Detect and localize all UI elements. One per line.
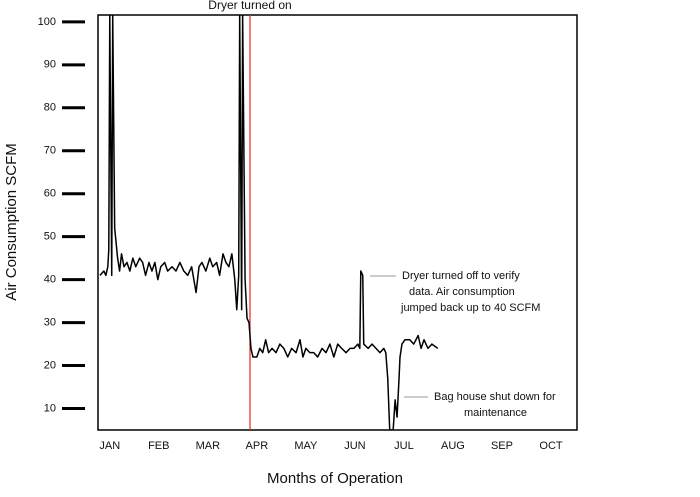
annotation-text: Bag house shut down for <box>434 391 556 403</box>
y-tick-label: 40 <box>44 274 56 286</box>
annotation-text: jumped back up to 40 SCFM <box>400 302 540 314</box>
plot-frame <box>97 14 578 431</box>
x-tick-label: JAN <box>99 440 120 452</box>
y-tick-label: 80 <box>44 102 56 114</box>
x-axis-label: Months of Operation <box>267 470 403 487</box>
event-label: Dryer turned on <box>208 0 291 12</box>
y-axis-label: Air Consumption SCFM <box>3 143 20 301</box>
x-tick-label: MAY <box>294 440 318 452</box>
y-tick-label: 70 <box>44 145 56 157</box>
y-tick-label: 20 <box>44 359 56 371</box>
annotation-text: data. Air consumption <box>409 286 515 298</box>
x-tick-label: OCT <box>539 440 563 452</box>
x-tick-label: MAR <box>196 440 221 452</box>
x-tick-label: JUN <box>344 440 365 452</box>
y-tick-label: 10 <box>44 402 56 414</box>
y-tick-label: 100 <box>38 16 56 28</box>
y-tick-label: 90 <box>44 59 56 71</box>
y-tick-label: 30 <box>44 317 56 329</box>
x-tick-label: JUL <box>394 440 414 452</box>
x-tick-label: FEB <box>148 440 169 452</box>
annotation-text: Dryer turned off to verify <box>402 270 520 282</box>
data-line <box>99 15 439 430</box>
x-tick-label: APR <box>246 440 269 452</box>
x-tick-label: AUG <box>441 440 465 452</box>
x-tick-label: SEP <box>491 440 513 452</box>
annotation-text: maintenance <box>464 407 527 419</box>
y-tick-label: 60 <box>44 188 56 200</box>
y-tick-label: 50 <box>44 231 56 243</box>
